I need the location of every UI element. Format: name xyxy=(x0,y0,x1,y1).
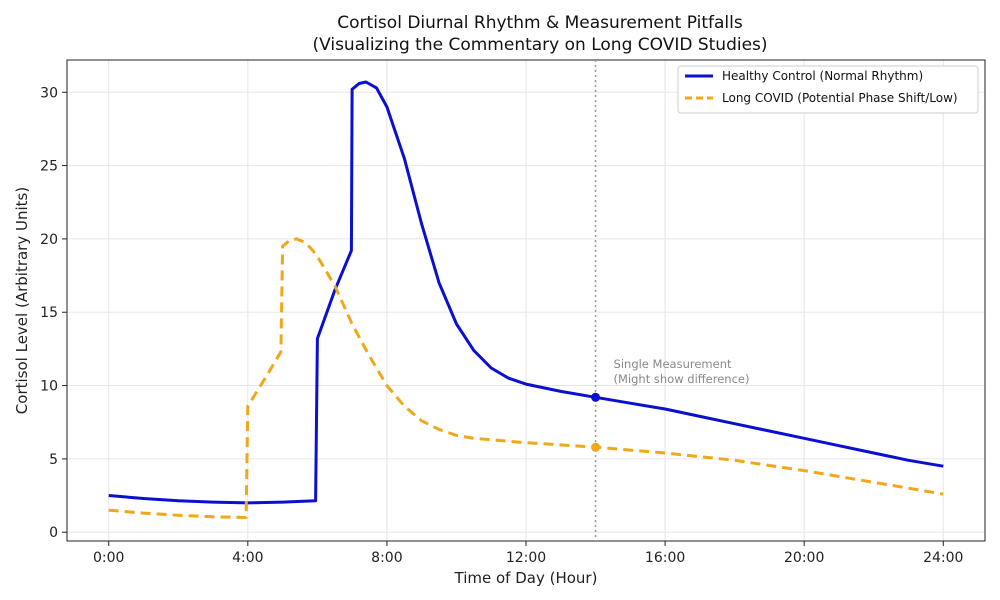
marker-long-covid xyxy=(591,442,601,452)
y-tick-label: 0 xyxy=(49,525,58,541)
y-tick-label: 10 xyxy=(40,379,58,395)
legend-label-healthy: Healthy Control (Normal Rhythm) xyxy=(722,69,923,83)
y-tick-label: 5 xyxy=(49,452,58,468)
series-layer xyxy=(108,80,944,519)
legend-box xyxy=(677,65,979,114)
y-axis-label: Cortisol Level (Arbitrary Units) xyxy=(13,187,31,414)
series-long-covid-line xyxy=(108,237,944,519)
chart-subtitle: (Visualizing the Commentary on Long COVI… xyxy=(312,35,767,55)
marker-healthy-control xyxy=(591,392,601,402)
grid xyxy=(67,60,985,541)
x-tick-label: 0:00 xyxy=(93,550,124,566)
x-tick-label: 12:00 xyxy=(506,550,546,566)
annotation-line-2: (Might show difference) xyxy=(614,372,750,386)
x-tick-label: 24:00 xyxy=(923,550,963,566)
x-axis: 0:00 4:00 8:00 12:00 16:00 20:00 24:00 xyxy=(93,541,963,566)
y-tick-label: 20 xyxy=(40,232,58,248)
y-tick-label: 25 xyxy=(40,159,58,175)
x-axis-label: Time of Day (Hour) xyxy=(454,569,598,587)
x-tick-label: 8:00 xyxy=(371,550,402,566)
legend: Healthy Control (Normal Rhythm) Long COV… xyxy=(677,65,979,114)
x-tick-label: 16:00 xyxy=(645,550,685,566)
x-tick-label: 4:00 xyxy=(232,550,263,566)
y-tick-label: 30 xyxy=(40,85,58,101)
x-tick-label: 20:00 xyxy=(784,550,824,566)
chart-title: Cortisol Diurnal Rhythm & Measurement Pi… xyxy=(337,13,743,33)
series-healthy-control-line xyxy=(108,80,944,505)
y-tick-label: 15 xyxy=(40,305,58,321)
marker-layer xyxy=(591,392,601,452)
annotation-line-1: Single Measurement xyxy=(614,357,732,371)
y-axis: 0 5 10 15 20 25 30 xyxy=(40,85,67,541)
legend-label-long-covid: Long COVID (Potential Phase Shift/Low) xyxy=(722,91,958,105)
